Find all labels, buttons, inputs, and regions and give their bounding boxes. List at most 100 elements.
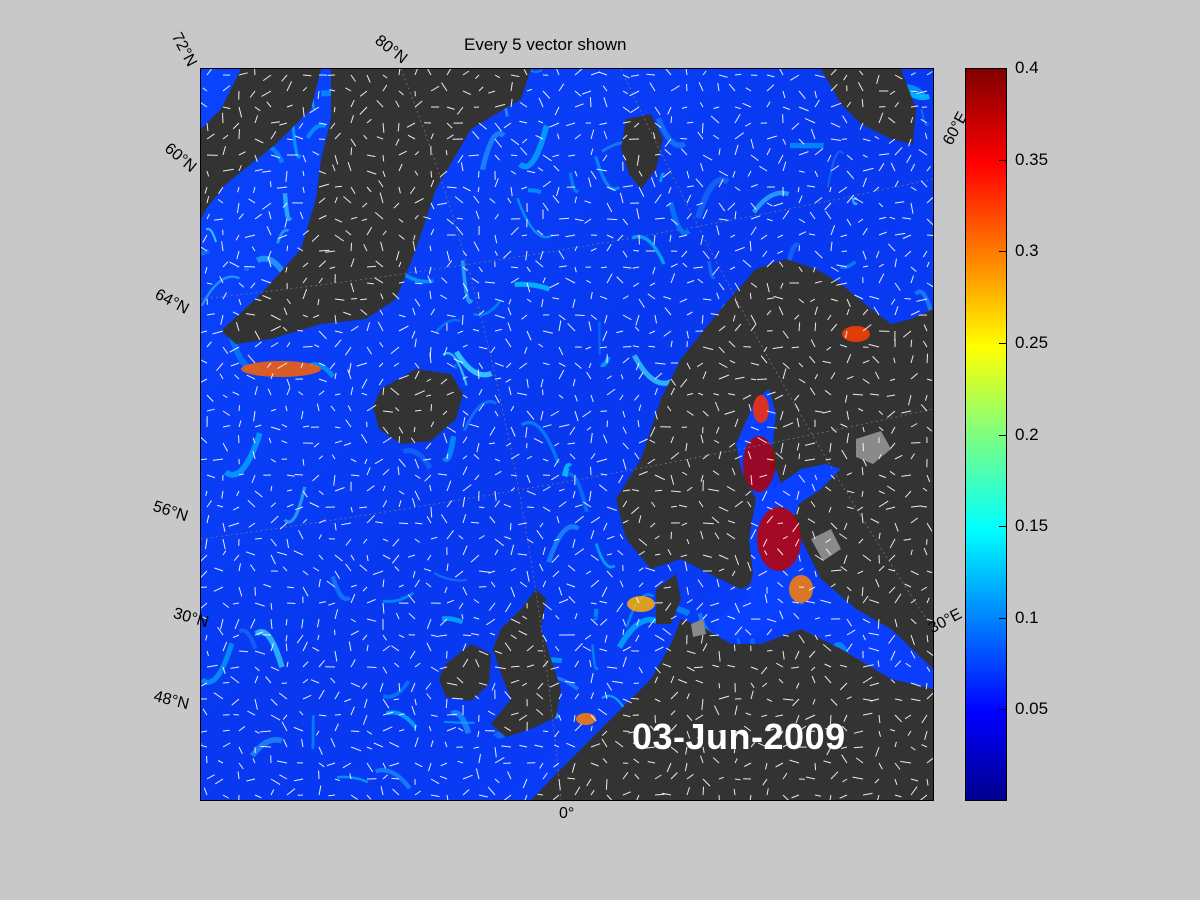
current-vector (334, 426, 341, 429)
current-vector (286, 387, 291, 396)
current-vector (795, 682, 800, 689)
current-vector (841, 250, 848, 253)
current-vector (622, 714, 631, 718)
current-vector (334, 778, 341, 782)
current-vector (921, 714, 928, 724)
current-vector (778, 306, 784, 316)
current-vector (201, 586, 208, 588)
current-streak (441, 616, 464, 625)
current-vector (442, 410, 448, 416)
current-vector (382, 410, 393, 413)
current-vector (894, 201, 905, 204)
current-vector (312, 474, 320, 482)
current-vector (619, 580, 624, 588)
current-vector (718, 170, 729, 177)
current-vector (477, 292, 480, 300)
current-vector (666, 202, 672, 207)
current-vector (622, 134, 628, 140)
current-vector (445, 150, 448, 156)
current-vector (359, 564, 368, 572)
current-streak (311, 715, 315, 749)
current-vector (574, 218, 584, 222)
current-vector (910, 786, 918, 796)
current-vector (702, 613, 708, 620)
current-vector (716, 292, 720, 300)
current-vector (902, 234, 912, 239)
current-vector (868, 647, 880, 652)
current-vector (760, 355, 768, 364)
current-vector (734, 554, 740, 566)
current-vector (487, 786, 496, 796)
current-vector (470, 521, 480, 524)
current-vector (910, 598, 917, 604)
current-vector (750, 138, 754, 149)
current-vector (558, 778, 561, 790)
current-vector (922, 250, 928, 258)
current-vector (581, 90, 592, 95)
current-vector (568, 154, 576, 157)
current-vector (238, 298, 242, 305)
denmark (656, 574, 681, 624)
current-vector (318, 260, 327, 268)
current-vector (374, 212, 384, 220)
current-vector (408, 612, 416, 620)
current-vector (318, 249, 330, 252)
current-vector (894, 282, 901, 291)
current-vector (249, 90, 256, 98)
current-vector (841, 449, 848, 460)
current-vector (782, 330, 789, 339)
current-vector (878, 714, 881, 724)
current-vector (904, 250, 912, 257)
current-vector (921, 505, 928, 508)
current-vector (334, 609, 339, 620)
current-vector (462, 410, 469, 416)
current-vector (777, 234, 784, 239)
current-vector (777, 598, 784, 604)
current-vector (875, 578, 880, 588)
current-vector (376, 99, 384, 108)
current-vector (782, 650, 785, 660)
current-vector (836, 282, 848, 286)
current-vector (841, 725, 848, 732)
current-vector (810, 666, 816, 671)
current-vector (407, 594, 416, 604)
current-vector (414, 390, 426, 396)
current-vector (294, 474, 304, 476)
current-vector (510, 82, 513, 92)
current-vector (427, 275, 432, 284)
current-vector (875, 746, 880, 757)
current-vector (686, 170, 690, 179)
current-vector (330, 122, 336, 130)
current-vector (558, 394, 564, 399)
current-vector (446, 563, 449, 572)
current-vector (622, 218, 629, 226)
current-vector (462, 376, 468, 380)
current-vector (413, 234, 416, 241)
current-vector (654, 122, 662, 128)
current-vector (206, 133, 215, 140)
current-vector (300, 410, 304, 420)
current-streak (840, 260, 857, 269)
iceland-landmass (373, 369, 463, 444)
current-vector (590, 291, 593, 300)
current-vector (550, 234, 560, 237)
current-vector (567, 442, 576, 445)
current-vector (302, 262, 309, 268)
current-vector (395, 100, 400, 108)
current-vector (894, 698, 903, 701)
current-vector (430, 506, 433, 518)
current-vector (201, 570, 208, 578)
current-vector (504, 726, 512, 732)
current-vector (216, 362, 224, 372)
current-vector (558, 693, 563, 700)
current-vector (775, 714, 784, 717)
current-vector (270, 698, 278, 706)
current-hotspot (757, 507, 801, 571)
current-vector (565, 234, 576, 238)
current-vector (462, 266, 468, 272)
current-vector (334, 218, 343, 223)
current-vector (589, 97, 592, 108)
current-vector (414, 197, 424, 204)
current-vector (654, 793, 665, 796)
current-vector (632, 742, 640, 748)
